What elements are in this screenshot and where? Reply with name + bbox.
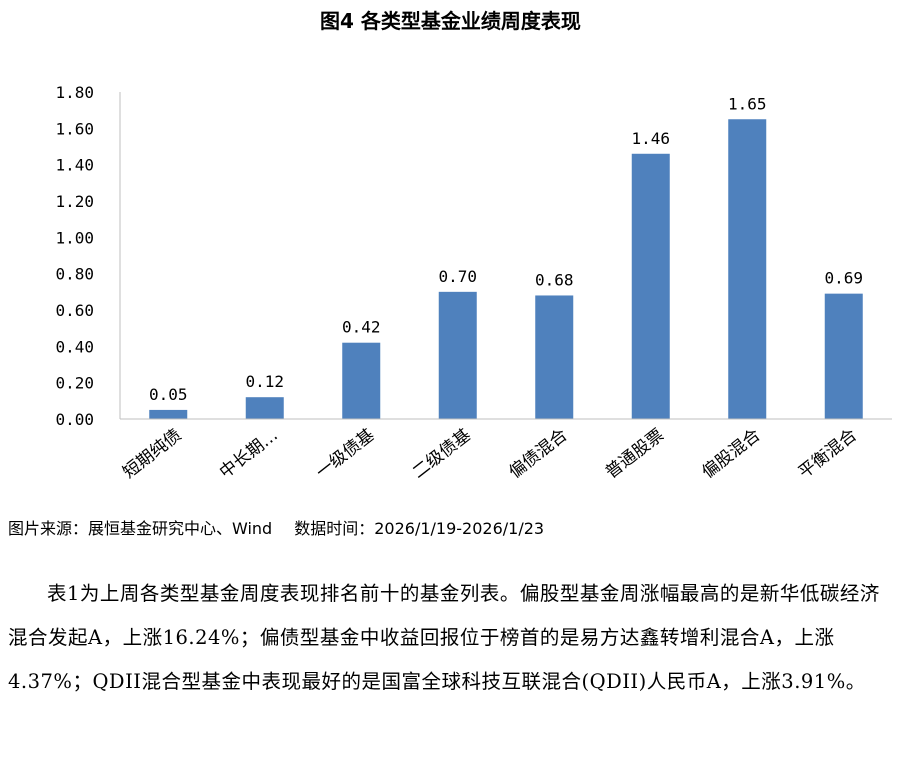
x-tick-label: 短期纯债 — [119, 425, 185, 483]
x-axis: 短期纯债 中长期… 一级债基 二级债基 偏债混合 普通股票 偏股混合 平衡混合 — [119, 418, 892, 483]
y-tick-label: 1.60 — [55, 119, 94, 138]
y-tick-label: 0.40 — [55, 337, 94, 356]
data-label: 0.68 — [535, 270, 574, 289]
source-line: 图片来源：展恒基金研究中心、Wind 数据时间：2026/1/19-2026/1/… — [8, 518, 898, 540]
x-tick-label: 二级债基 — [409, 425, 475, 483]
bar — [342, 342, 381, 419]
x-tick-label: 一级债基 — [312, 425, 378, 483]
y-tick-label: 0.60 — [55, 301, 94, 320]
data-labels: 0.05 0.12 0.42 0.70 0.68 1.46 1.65 0.69 — [149, 94, 863, 404]
y-tick-label: 1.00 — [55, 228, 94, 247]
bar — [149, 409, 188, 419]
x-tick-label: 偏股混合 — [698, 425, 764, 483]
data-label: 1.46 — [631, 129, 670, 148]
data-label: 0.69 — [824, 269, 863, 288]
data-label: 0.70 — [438, 267, 477, 286]
bar — [728, 119, 767, 419]
y-axis: 0.00 0.20 0.40 0.60 0.80 1.00 1.20 1.40 1.60 1.80 — [55, 83, 121, 429]
bar-chart: 0.00 0.20 0.40 0.60 0.80 1.00 1.20 1.40 1.60 1.80… — [55, 83, 892, 483]
bar — [438, 291, 477, 419]
summary-paragraph: 表1为上周各类型基金周度表现排名前十的基金列表。偏股型基金周涨幅最高的是新华低碳… — [8, 582, 880, 693]
x-tick-label: 普通股票 — [602, 425, 668, 483]
y-tick-label: 1.80 — [55, 83, 94, 102]
y-tick-label: 0.80 — [55, 265, 94, 284]
x-tick-label: 偏债混合 — [505, 425, 571, 483]
figure-title: 图4 各类型基金业绩周度表现 — [320, 9, 581, 33]
data-label: 0.42 — [342, 318, 381, 337]
data-label: 0.05 — [149, 385, 188, 404]
bars — [149, 119, 863, 419]
data-label: 0.12 — [245, 372, 284, 391]
y-tick-label: 1.20 — [55, 192, 94, 211]
source-label: 图片来源：展恒基金研究中心、Wind — [8, 519, 273, 538]
y-tick-label: 0.00 — [55, 410, 94, 429]
data-label: 1.65 — [728, 94, 767, 113]
x-tick-label: 平衡混合 — [795, 425, 861, 483]
x-tick-label: 中长期… — [216, 425, 282, 483]
bar — [824, 293, 863, 419]
bar — [535, 295, 574, 419]
bar — [245, 397, 284, 419]
y-tick-label: 1.40 — [55, 156, 94, 175]
bar — [631, 153, 670, 419]
y-tick-label: 0.20 — [55, 374, 94, 393]
data-time-label: 数据时间：2026/1/19-2026/1/23 — [294, 519, 545, 538]
